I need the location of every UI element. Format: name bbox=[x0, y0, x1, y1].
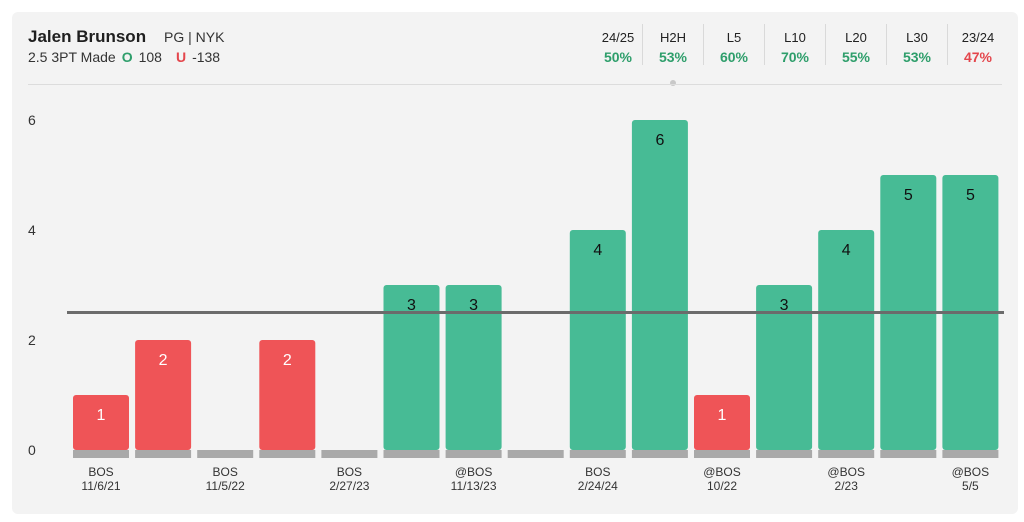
bar-value-label: 5 bbox=[966, 187, 975, 204]
stat-tab-label: 24/25 bbox=[601, 30, 635, 45]
x-tick-label: BOS bbox=[88, 465, 113, 479]
bar-base bbox=[507, 450, 564, 458]
bar-value-label: 1 bbox=[718, 407, 727, 424]
x-tick-date: 11/5/22 bbox=[206, 479, 245, 493]
x-tick-label: BOS bbox=[585, 465, 610, 479]
bar-base bbox=[445, 450, 502, 458]
stat-tab-label: 23/24 bbox=[961, 30, 995, 45]
stat-tab-value: 50% bbox=[603, 49, 633, 65]
stat-tab[interactable]: 24/25 50% bbox=[594, 24, 642, 65]
bar-base bbox=[383, 450, 440, 458]
stat-tab[interactable]: L20 55% bbox=[825, 24, 886, 65]
stat-tab-value: 60% bbox=[719, 49, 749, 65]
selected-indicator-dot bbox=[670, 80, 676, 86]
player-name[interactable]: Jalen Brunson bbox=[28, 27, 147, 46]
y-tick-label: 2 bbox=[28, 332, 36, 348]
over-icon: O bbox=[121, 49, 133, 65]
stat-tab-label: L10 bbox=[784, 30, 806, 45]
bar-value-label: 3 bbox=[780, 297, 789, 314]
y-tick-label: 6 bbox=[28, 112, 36, 128]
x-tick-date: 11/13/23 bbox=[451, 479, 497, 493]
bar-base bbox=[694, 450, 750, 458]
bar-base bbox=[942, 450, 999, 458]
x-tick-label: BOS bbox=[213, 465, 238, 479]
bar-value-label: 2 bbox=[283, 352, 292, 369]
x-tick-label: @BOS bbox=[703, 465, 741, 479]
player-meta: PG | NYK bbox=[164, 29, 225, 45]
y-tick-label: 4 bbox=[28, 222, 36, 238]
bar-base bbox=[569, 450, 626, 458]
bar-base bbox=[259, 450, 316, 458]
bar-base bbox=[756, 450, 813, 458]
stat-tab-value: 55% bbox=[841, 49, 871, 65]
bar-value-label: 4 bbox=[842, 242, 851, 259]
prop-chart-card: Jalen Brunson PG | NYK 2.5 3PT Made O 10… bbox=[12, 12, 1018, 514]
prop-line: 2.5 3PT Made O 108 U -138 bbox=[28, 49, 220, 65]
bar bbox=[383, 285, 440, 450]
bar-value-label: 6 bbox=[655, 132, 664, 149]
bar-value-label: 3 bbox=[469, 297, 478, 314]
stat-tab-value: 70% bbox=[780, 49, 810, 65]
stat-tab-label: L20 bbox=[845, 30, 867, 45]
stat-tab[interactable]: H2H 53% bbox=[642, 24, 703, 86]
prop-label: 2.5 3PT Made bbox=[28, 49, 116, 65]
stat-tab[interactable]: L30 53% bbox=[886, 24, 947, 65]
bar bbox=[694, 395, 750, 450]
bar-base bbox=[135, 450, 192, 458]
bar-base bbox=[197, 450, 254, 458]
x-tick-date: 2/24/24 bbox=[578, 479, 618, 493]
stat-tab-label: L5 bbox=[726, 30, 742, 45]
over-odds[interactable]: 108 bbox=[138, 49, 162, 65]
x-tick-label: BOS bbox=[337, 465, 362, 479]
x-tick-label: @BOS bbox=[827, 465, 865, 479]
bar bbox=[631, 120, 688, 450]
bar-base bbox=[818, 450, 875, 458]
x-tick-date: 10/22 bbox=[707, 479, 737, 493]
bar-value-label: 2 bbox=[159, 352, 168, 369]
x-tick-label: @BOS bbox=[952, 465, 990, 479]
hit-rate-tabs: 24/25 50% H2H 53% L5 60% L10 70% L20 55% L30 53% 23/… bbox=[594, 24, 1008, 86]
header-divider bbox=[28, 84, 1002, 85]
bar-base bbox=[880, 450, 937, 458]
bar bbox=[818, 230, 875, 450]
stat-tab-label: L30 bbox=[906, 30, 928, 45]
bar bbox=[259, 340, 316, 450]
bar bbox=[73, 395, 129, 450]
stat-tab-value: 53% bbox=[902, 49, 932, 65]
x-tick-date: 2/23 bbox=[835, 479, 859, 493]
bar-value-label: 5 bbox=[904, 187, 913, 204]
under-icon: U bbox=[175, 49, 187, 65]
stat-tab[interactable]: 23/24 47% bbox=[947, 24, 1008, 65]
stat-tab-value: 47% bbox=[963, 49, 993, 65]
x-tick-date: 11/6/21 bbox=[81, 479, 120, 493]
bar-value-label: 4 bbox=[593, 242, 602, 259]
bar bbox=[569, 230, 626, 450]
stat-tab[interactable]: L5 60% bbox=[703, 24, 764, 65]
bar-base bbox=[73, 450, 129, 458]
stat-tab[interactable]: L10 70% bbox=[764, 24, 825, 65]
x-tick-label: @BOS bbox=[455, 465, 493, 479]
stat-tab-label: H2H bbox=[659, 30, 686, 45]
bar bbox=[445, 285, 502, 450]
x-tick-date: 5/5 bbox=[962, 479, 979, 493]
y-tick-label: 0 bbox=[28, 442, 36, 458]
bar bbox=[756, 285, 813, 450]
bar-value-label: 3 bbox=[407, 297, 416, 314]
stat-tab-value: 53% bbox=[658, 49, 688, 65]
under-odds[interactable]: -138 bbox=[192, 49, 221, 65]
bar-base bbox=[631, 450, 688, 458]
bar bbox=[135, 340, 192, 450]
bar-base bbox=[321, 450, 378, 458]
x-tick-date: 2/27/23 bbox=[329, 479, 369, 493]
bar-value-label: 1 bbox=[97, 407, 106, 424]
